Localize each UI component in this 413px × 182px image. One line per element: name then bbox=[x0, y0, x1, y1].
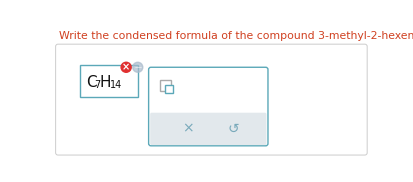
Circle shape bbox=[133, 62, 142, 72]
FancyBboxPatch shape bbox=[80, 65, 138, 97]
Text: 14: 14 bbox=[109, 80, 122, 90]
Text: Write the condensed formula of the compound 3-methyl-2-hexene.: Write the condensed formula of the compo… bbox=[59, 31, 413, 41]
Text: —: — bbox=[134, 64, 141, 70]
Text: H: H bbox=[100, 75, 111, 90]
Text: C: C bbox=[86, 75, 97, 90]
Text: ↺: ↺ bbox=[227, 122, 239, 136]
FancyBboxPatch shape bbox=[159, 80, 170, 91]
Text: ×: × bbox=[181, 122, 193, 136]
Text: ×: × bbox=[122, 62, 130, 72]
Text: 7: 7 bbox=[94, 80, 100, 90]
FancyBboxPatch shape bbox=[148, 67, 267, 146]
FancyBboxPatch shape bbox=[165, 85, 173, 93]
FancyBboxPatch shape bbox=[150, 113, 266, 145]
Circle shape bbox=[121, 62, 131, 72]
FancyBboxPatch shape bbox=[55, 44, 366, 155]
